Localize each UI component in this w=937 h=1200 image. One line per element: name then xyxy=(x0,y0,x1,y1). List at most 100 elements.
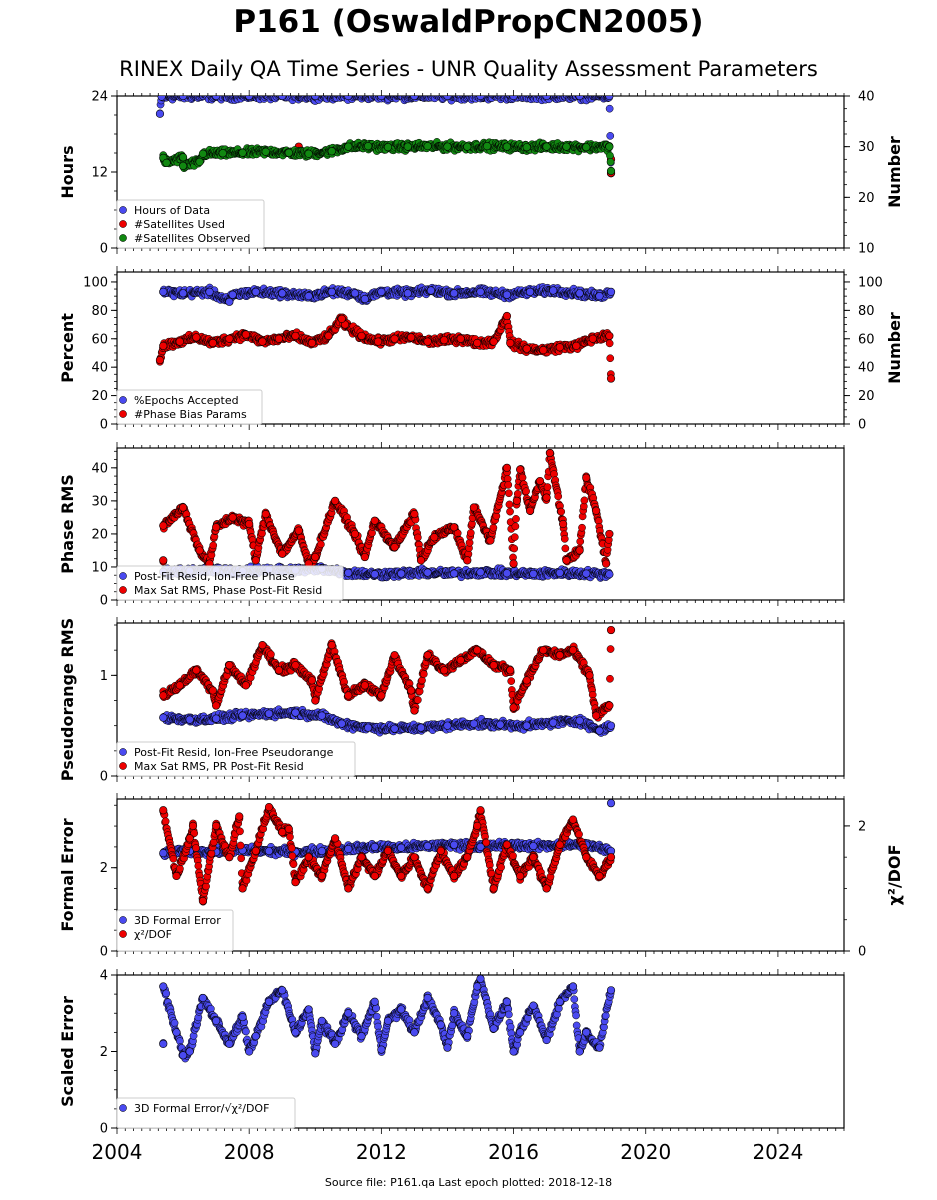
data-point xyxy=(212,96,221,101)
data-point xyxy=(157,96,166,101)
y2-axis-label: Number xyxy=(885,312,904,384)
data-point xyxy=(311,96,320,101)
data-point xyxy=(403,289,412,298)
data-point xyxy=(575,289,584,298)
data-point xyxy=(278,96,287,101)
data-point xyxy=(155,355,165,365)
data-point xyxy=(227,96,230,97)
y-tick-label: 30 xyxy=(91,494,108,509)
data-point xyxy=(506,338,515,348)
data-point xyxy=(502,311,512,321)
data-point xyxy=(214,89,221,96)
plot-area xyxy=(155,283,616,383)
data-point xyxy=(258,337,267,346)
data-point xyxy=(555,568,564,578)
data-point xyxy=(606,287,616,296)
y-tick-label: 24 xyxy=(91,90,108,105)
data-point xyxy=(307,338,317,348)
data-point xyxy=(582,143,591,152)
legend: Hours of Data#Satellites Used#Satellites… xyxy=(116,199,265,249)
data-point xyxy=(344,142,353,151)
data-point xyxy=(293,88,300,95)
y-tick-label: 0 xyxy=(100,242,108,257)
series-%Epochs Accepted xyxy=(159,283,616,306)
y-axis-label: Percent xyxy=(58,313,77,383)
data-point xyxy=(192,333,201,342)
data-point xyxy=(522,344,531,353)
data-point xyxy=(327,287,336,296)
data-point xyxy=(261,147,270,156)
page-subtitle: RINEX Daily QA Time Series - UNR Quality… xyxy=(119,57,818,81)
y-tick-label: 20 xyxy=(91,389,108,404)
data-point xyxy=(357,331,366,341)
data-point xyxy=(327,96,329,97)
data-point xyxy=(159,341,168,350)
data-point xyxy=(542,96,551,101)
data-point xyxy=(555,343,564,352)
data-point xyxy=(228,290,237,299)
y-tick-label: 40 xyxy=(91,461,108,476)
y2-tick-label: 20 xyxy=(858,191,875,206)
data-point xyxy=(225,297,234,306)
data-point xyxy=(502,142,512,151)
series-#Satellites Observed xyxy=(159,138,616,176)
data-point xyxy=(159,287,168,296)
data-point xyxy=(595,292,604,301)
y2-tick-label: 80 xyxy=(858,304,875,319)
data-point xyxy=(525,287,535,296)
data-point xyxy=(370,570,379,579)
data-point xyxy=(360,294,369,304)
data-point xyxy=(162,158,171,167)
y2-tick-label: 10 xyxy=(858,242,875,257)
data-point xyxy=(443,96,452,101)
data-point xyxy=(449,289,459,298)
data-point xyxy=(291,331,300,341)
page-title: P161 (OswaldPropCN2005) xyxy=(233,4,704,40)
data-point xyxy=(377,96,386,101)
data-point xyxy=(525,88,532,95)
data-point xyxy=(522,143,531,152)
data-point xyxy=(178,153,188,162)
data-point xyxy=(562,142,571,151)
data-point xyxy=(364,142,373,151)
data-point xyxy=(476,568,485,577)
legend-box xyxy=(116,389,263,425)
data-point xyxy=(205,287,214,296)
y-tick-label: 0 xyxy=(100,418,108,433)
data-point xyxy=(403,142,412,151)
data-point xyxy=(304,292,313,301)
data-point xyxy=(377,287,386,296)
y-axis-label: Phase RMS xyxy=(58,474,77,574)
data-point xyxy=(606,158,615,166)
data-point xyxy=(225,334,234,343)
data-point xyxy=(344,96,353,101)
data-point xyxy=(547,96,549,97)
y-tick-label: 0 xyxy=(100,594,108,609)
data-point xyxy=(238,148,247,157)
data-point xyxy=(542,142,551,151)
data-point xyxy=(575,96,584,101)
data-point xyxy=(473,338,482,348)
data-point xyxy=(245,96,254,101)
y2-tick-label: 40 xyxy=(858,90,875,105)
legend-label: #Satellites Observed xyxy=(134,232,250,245)
data-point xyxy=(373,337,383,346)
data-point xyxy=(606,354,615,363)
y2-tick-label: 40 xyxy=(858,361,875,376)
data-point xyxy=(410,96,419,101)
data-point xyxy=(278,289,287,298)
y-tick-label: 10 xyxy=(91,560,108,575)
data-point xyxy=(178,289,188,298)
data-point xyxy=(549,286,558,295)
y-tick-label: 20 xyxy=(91,527,108,542)
data-point xyxy=(337,314,346,323)
y2-tick-label: 100 xyxy=(858,275,883,290)
data-point xyxy=(323,88,330,95)
y-tick-label: 100 xyxy=(83,275,108,290)
data-point xyxy=(589,88,596,95)
data-point xyxy=(407,333,416,342)
legend-box xyxy=(116,199,265,249)
legend-marker xyxy=(119,234,127,242)
y-tick-label: 40 xyxy=(91,361,108,376)
